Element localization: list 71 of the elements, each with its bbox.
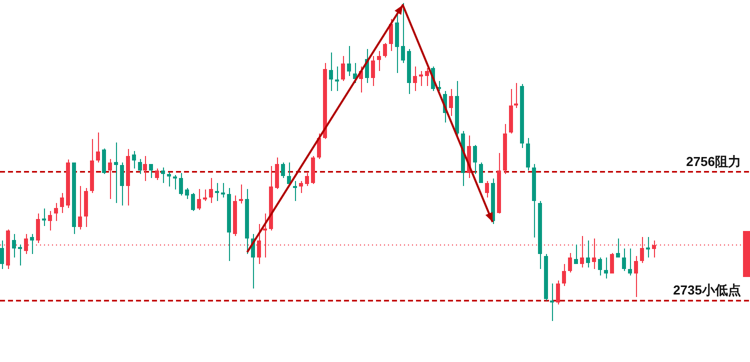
candlestick (54, 202, 58, 222)
candlestick (173, 174, 177, 190)
candlestick (479, 162, 483, 184)
candlestick (413, 66, 417, 92)
candlestick (598, 257, 602, 276)
candlestick (305, 172, 309, 186)
candlestick (293, 180, 297, 202)
candlestick (0, 240, 4, 270)
candlestick (78, 185, 82, 230)
candlestick (120, 162, 124, 206)
candlestick (138, 158, 142, 174)
candlestick (634, 255, 638, 298)
candlestick (108, 158, 112, 200)
candlestick (215, 182, 219, 202)
candlestick (149, 163, 153, 178)
candlestick (185, 187, 189, 200)
candlestick (425, 68, 429, 86)
candlestick (317, 133, 321, 160)
candlestick (329, 52, 333, 92)
candlestick (377, 50, 381, 72)
candlestick (514, 82, 518, 108)
candlestick (526, 138, 530, 172)
candlestick (281, 162, 285, 178)
candlestick (616, 238, 620, 258)
candlestick (42, 208, 46, 226)
candlestick (383, 42, 387, 58)
ref-line-label: 2756阻力 (686, 154, 741, 169)
candlestick (401, 2, 405, 64)
candlestick (197, 188, 201, 211)
candlestick (371, 55, 375, 86)
candlestick (114, 142, 118, 204)
candlestick (604, 257, 608, 280)
candlestick (203, 189, 207, 202)
candlestick (179, 172, 183, 196)
candlestick (568, 252, 572, 273)
candlestick (132, 150, 136, 170)
candlestick (36, 213, 40, 244)
ref-line-label: 2735小低点 (673, 282, 741, 298)
candlestick (556, 280, 560, 305)
candlestick (550, 282, 554, 322)
candlestick (48, 210, 52, 232)
candlestick (347, 45, 351, 77)
candlestick (299, 180, 303, 194)
candlestick (646, 236, 650, 258)
candlestick (341, 55, 345, 82)
candlestick (239, 184, 243, 204)
candlestick (275, 157, 279, 190)
candlestick (155, 168, 159, 180)
candlestick (419, 70, 423, 86)
candlestick (562, 263, 566, 287)
candlestick (30, 233, 34, 255)
candlestick (335, 66, 339, 92)
candlestick (96, 132, 100, 164)
candlestick (191, 192, 195, 212)
candlestick (102, 148, 106, 174)
candlestick (622, 248, 626, 272)
candlestick (473, 144, 477, 174)
candlestick (485, 180, 489, 198)
candlestick (586, 240, 590, 268)
candlestick (389, 18, 393, 52)
candlestick (628, 248, 632, 276)
candlestick (18, 244, 22, 266)
candlestick (161, 166, 165, 184)
candlestick (12, 233, 16, 258)
candlestick (610, 252, 614, 274)
candlestick (209, 177, 213, 204)
candlestick (574, 244, 578, 264)
candlestick (449, 88, 453, 116)
candlestick (143, 155, 147, 182)
candlestick (221, 182, 225, 198)
candlestick (60, 192, 64, 214)
